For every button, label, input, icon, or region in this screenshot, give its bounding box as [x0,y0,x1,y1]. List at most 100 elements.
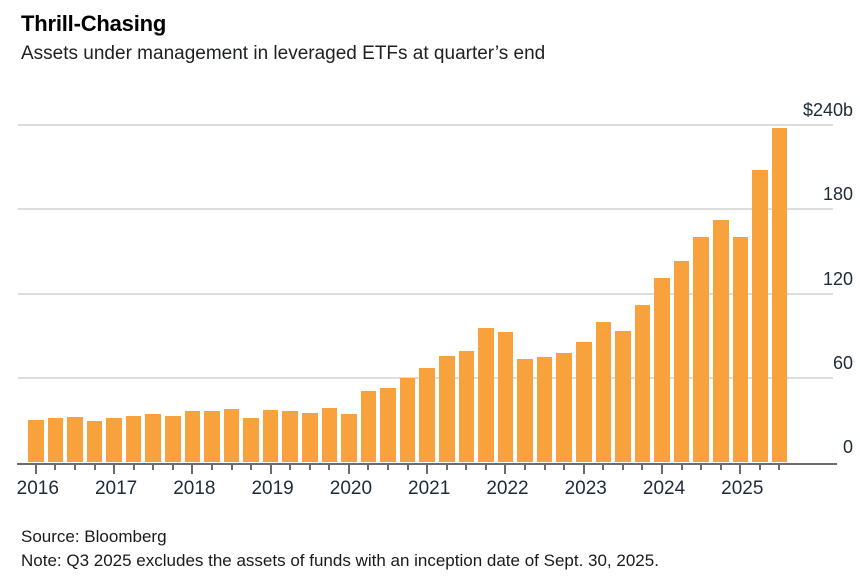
x-axis-label-2016: 2016 [16,478,59,499]
bar-2020-q2 [360,391,377,462]
x-tick-2021-q1 [426,465,429,474]
x-tick-2016-q1 [34,465,37,474]
bar-2022-q4 [556,353,572,462]
bar-2016-q1 [28,420,44,462]
bar-2018-q2 [204,411,220,462]
x-axis-label-2018: 2018 [173,478,216,499]
bar-2017-q1 [106,418,122,462]
bar-2020-q1 [341,414,357,462]
x-tick-2018-q3 [230,465,233,470]
bar-2021-q4 [478,328,494,462]
bar-2021-q1 [419,368,435,462]
bar-2018-q4 [243,418,259,462]
x-axis-label-2025: 2025 [721,478,764,499]
bar-2021-q3 [458,351,475,462]
x-tick-2022-q4 [563,465,566,470]
bar-2017-q2 [125,416,142,462]
x-tick-2017-q3 [152,465,155,470]
bar-2022-q1 [497,332,514,462]
bar-2020-q4 [399,378,416,462]
x-tick-2022-q2 [524,465,527,470]
x-axis-label-2022: 2022 [486,478,529,499]
bar-2019-q4 [321,408,338,462]
x-tick-2019-q2 [289,465,292,470]
bar-2023-q1 [575,342,592,462]
x-tick-2019-q1 [269,465,272,474]
y-gridline-240 [18,124,833,126]
x-tick-2024-q2 [680,465,683,470]
bar-2024-q2 [673,261,690,462]
bar-2025-q1 [732,237,749,462]
y-axis-label-120: 120 [822,269,853,289]
x-tick-2020-q4 [406,465,409,470]
x-tick-2023-q4 [641,465,644,470]
bar-2023-q4 [634,305,651,462]
bar-2016-q2 [47,418,64,462]
x-tick-2020-q3 [387,465,390,470]
bar-2019-q1 [262,410,279,462]
x-tick-2021-q3 [465,465,468,470]
bar-2023-q2 [595,322,612,462]
y-axis-label-0: 0 [842,437,853,457]
bar-2016-q3 [67,417,83,462]
bar-2017-q4 [164,416,181,462]
x-tick-2024-q3 [700,465,703,470]
x-tick-2023-q3 [621,465,624,470]
x-axis-label-2017: 2017 [94,478,138,499]
y-gridline-120 [18,293,833,295]
bar-2024-q3 [693,237,709,462]
x-axis-label-2024: 2024 [642,478,686,499]
x-axis-label-2021: 2021 [408,478,451,499]
bar-2022-q2 [517,359,533,462]
x-tick-2021-q2 [445,465,448,470]
x-tick-2025-q3 [778,465,781,470]
y-axis-label-180: 180 [822,184,853,204]
x-tick-2022-q1 [504,465,507,474]
x-tick-2022-q3 [543,465,546,470]
bar-2024-q4 [712,220,729,462]
x-axis-label-2020: 2020 [329,478,373,499]
x-tick-2024-q4 [719,465,722,470]
bar-2023-q3 [615,331,631,462]
bar-2025-q2 [752,170,768,462]
x-tick-2018-q4 [250,465,253,470]
x-tick-2016-q2 [54,465,57,470]
x-tick-2024-q1 [661,465,664,474]
x-tick-2020-q2 [367,465,370,470]
y-axis-label-240: $240b [802,100,853,120]
bar-2017-q3 [145,414,161,462]
x-tick-2018-q2 [210,465,213,470]
x-axis-label-2023: 2023 [564,478,607,499]
bar-2021-q2 [438,356,455,462]
bar-2016-q4 [86,421,103,462]
x-axis-line [17,463,837,465]
x-tick-2023-q1 [582,465,585,474]
x-tick-2017-q2 [132,465,135,470]
note-text: Note: Q3 2025 excludes the assets of fun… [21,551,659,570]
bar-2025-q3 [771,128,788,462]
chart-subtitle: Assets under management in leveraged ETF… [21,43,546,64]
source-text: Source: Bloomberg [21,527,167,546]
bar-2020-q3 [380,388,396,462]
x-tick-2017-q4 [171,465,174,470]
x-tick-2023-q2 [602,465,605,470]
bar-2022-q3 [536,357,553,462]
x-tick-2025-q1 [739,465,742,474]
x-tick-2019-q3 [308,465,311,470]
x-tick-2019-q4 [328,465,331,470]
x-tick-2016-q4 [93,465,96,470]
bar-2024-q1 [654,278,670,462]
bar-2019-q2 [282,411,298,462]
bar-2018-q1 [184,411,201,462]
y-gridline-180 [18,208,833,210]
x-tick-2018-q1 [191,465,194,474]
x-tick-2025-q2 [758,465,761,470]
bar-2018-q3 [223,409,240,462]
x-tick-2021-q4 [484,465,487,470]
chart-title: Thrill-Chasing [21,11,167,36]
x-axis-label-2019: 2019 [251,478,294,499]
x-tick-2020-q1 [347,465,350,474]
y-axis-label-60: 60 [832,353,853,373]
